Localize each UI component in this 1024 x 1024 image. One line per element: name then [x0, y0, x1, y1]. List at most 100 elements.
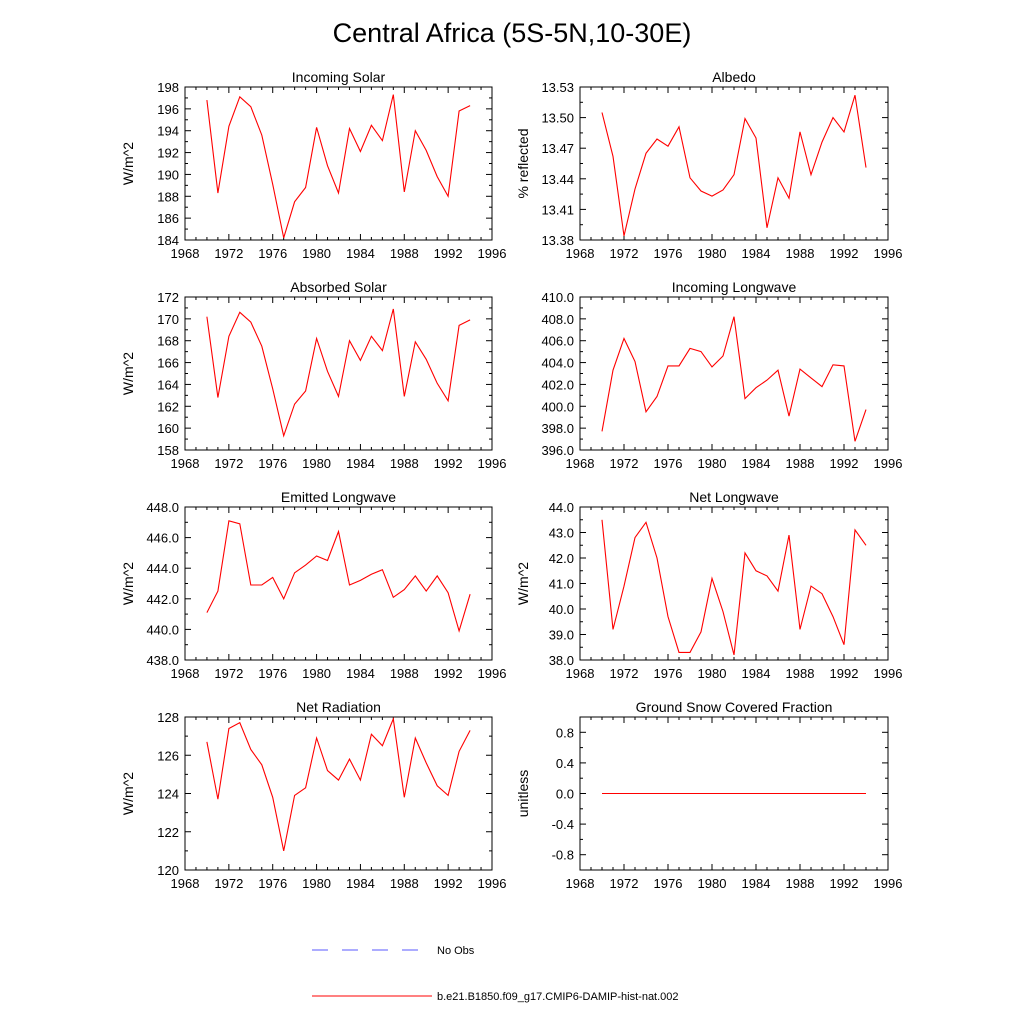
y-tick-label: 162 — [157, 399, 179, 414]
panel-title: Absorbed Solar — [290, 279, 387, 295]
x-tick-label: 1976 — [654, 456, 683, 471]
x-tick-label: 1992 — [830, 666, 859, 681]
y-tick-label: 124 — [157, 787, 179, 802]
x-tick-label: 1988 — [390, 666, 419, 681]
y-tick-label: 13.38 — [541, 233, 574, 248]
x-tick-label: 1988 — [786, 666, 815, 681]
x-tick-label: 1984 — [742, 666, 771, 681]
x-tick-label: 1976 — [654, 876, 683, 891]
y-tick-label: 42.0 — [549, 551, 574, 566]
x-tick-label: 1992 — [434, 666, 463, 681]
panel-4: Incoming Longwave 1968 1972 1976 1980 1984 198… — [541, 279, 902, 471]
x-tick-label: 1988 — [390, 246, 419, 261]
y-tick-label: 13.53 — [541, 80, 574, 95]
y-tick-label: 164 — [157, 377, 179, 392]
y-tick-label: 168 — [157, 334, 179, 349]
y-tick-label: 43.0 — [549, 526, 574, 541]
y-axis-label: % reflected — [515, 128, 531, 198]
y-axis-label: W/m^2 — [120, 562, 136, 605]
y-tick-label: 438.0 — [146, 653, 179, 668]
x-tick-label: 1976 — [258, 666, 287, 681]
y-tick-label: 39.0 — [549, 628, 574, 643]
y-tick-label: 122 — [157, 825, 179, 840]
plot-frame — [579, 86, 889, 241]
x-tick-label: 1972 — [214, 876, 243, 891]
x-tick-label: 1992 — [830, 246, 859, 261]
y-tick-label: 13.50 — [541, 111, 574, 126]
x-tick-label: 1972 — [214, 666, 243, 681]
legend-obs-label: No Obs — [437, 945, 475, 957]
y-tick-label: 444.0 — [146, 561, 179, 576]
x-tick-label: 1992 — [434, 456, 463, 471]
panel-title: Emitted Longwave — [281, 489, 396, 505]
x-tick-label: 1988 — [390, 876, 419, 891]
x-tick-label: 1988 — [786, 876, 815, 891]
panel-8: Ground Snow Covered Fraction 1968 1972 1976… — [515, 699, 902, 891]
x-tick-label: 1996 — [874, 666, 903, 681]
y-tick-label: 404.0 — [541, 356, 574, 371]
x-tick-label: 1984 — [742, 456, 771, 471]
x-tick-label: 1988 — [390, 456, 419, 471]
x-tick-label: 1976 — [258, 456, 287, 471]
y-tick-label: 442.0 — [146, 592, 179, 607]
x-tick-label: 1996 — [478, 456, 507, 471]
panel-title: Net Radiation — [296, 699, 381, 715]
y-tick-label: 400.0 — [541, 399, 574, 414]
series-line — [206, 520, 471, 633]
panel-7: Net Radiation 1968 1972 1976 1980 1984 1988 199… — [120, 699, 506, 891]
x-tick-label: 1972 — [214, 246, 243, 261]
y-tick-label: 166 — [157, 356, 179, 371]
panel-1: Incoming Solar 1968 1972 1976 1980 1984 1988 19… — [120, 69, 506, 261]
panel-5: Emitted Longwave 1968 1972 1976 1980 1984 1988… — [120, 489, 506, 681]
x-tick-label: 1972 — [214, 456, 243, 471]
x-tick-label: 1968 — [566, 876, 595, 891]
plot-frame — [184, 86, 493, 241]
panel-2: Albedo 1968 1972 1976 1980 1984 1988 1992 1996 13… — [515, 69, 902, 261]
y-tick-label: 448.0 — [146, 500, 179, 515]
y-tick-label: 194 — [157, 124, 179, 139]
x-tick-label: 1980 — [698, 246, 727, 261]
y-tick-label: 170 — [157, 312, 179, 327]
legend: No Obs b.e21.B1850.f09_g17.CMIP6-DAMIP-h… — [312, 945, 679, 1003]
x-tick-label: 1980 — [698, 666, 727, 681]
x-tick-label: 1984 — [742, 246, 771, 261]
y-tick-label: 446.0 — [146, 531, 179, 546]
y-tick-label: 126 — [157, 748, 179, 763]
x-tick-label: 1972 — [610, 246, 639, 261]
x-tick-label: 1984 — [346, 876, 375, 891]
x-tick-label: 1984 — [346, 666, 375, 681]
y-tick-label: 40.0 — [549, 602, 574, 617]
x-tick-label: 1976 — [258, 246, 287, 261]
x-tick-label: 1968 — [566, 666, 595, 681]
x-tick-label: 1984 — [742, 876, 771, 891]
x-tick-label: 1972 — [610, 456, 639, 471]
y-tick-label: 198 — [157, 80, 179, 95]
x-tick-label: 1976 — [654, 666, 683, 681]
y-tick-label: 172 — [157, 290, 179, 305]
x-tick-label: 1996 — [874, 876, 903, 891]
y-axis-label: W/m^2 — [120, 142, 136, 185]
y-tick-label: -0.8 — [552, 848, 574, 863]
series-line — [206, 308, 471, 438]
panel-title: Incoming Longwave — [672, 279, 797, 295]
x-tick-label: 1968 — [171, 246, 200, 261]
series-line — [206, 716, 471, 852]
x-tick-label: 1996 — [478, 246, 507, 261]
y-axis-label: unitless — [515, 770, 531, 817]
y-tick-label: 440.0 — [146, 622, 179, 637]
x-tick-label: 1980 — [302, 246, 331, 261]
y-tick-label: 186 — [157, 211, 179, 226]
panel-title: Ground Snow Covered Fraction — [636, 699, 833, 715]
y-tick-label: 184 — [157, 233, 179, 248]
x-tick-label: 1976 — [654, 246, 683, 261]
x-tick-label: 1996 — [478, 876, 507, 891]
x-tick-label: 1984 — [346, 246, 375, 261]
x-tick-label: 1980 — [302, 456, 331, 471]
series-line — [601, 316, 867, 442]
y-tick-label: 0.4 — [556, 756, 574, 771]
x-tick-label: 1980 — [698, 876, 727, 891]
x-tick-label: 1972 — [610, 876, 639, 891]
y-tick-label: 128 — [157, 710, 179, 725]
